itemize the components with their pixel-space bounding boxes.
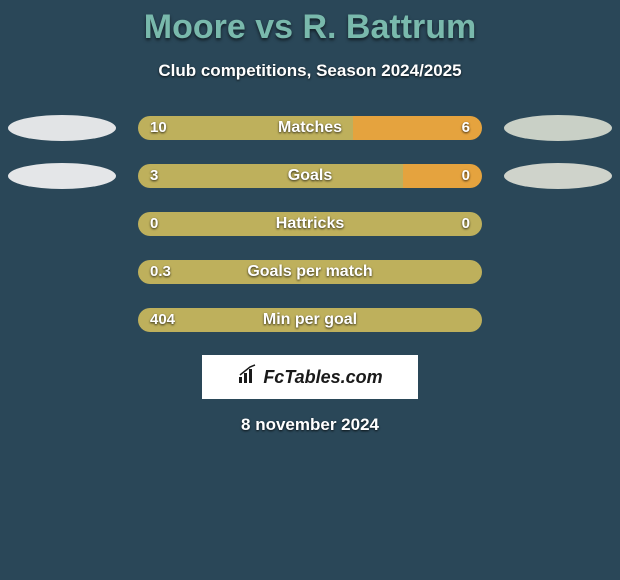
left-club-ellipse bbox=[8, 115, 116, 141]
stat-row: 404 Min per goal bbox=[0, 307, 620, 333]
stat-label: Min per goal bbox=[263, 308, 357, 332]
bar-segment-left bbox=[138, 164, 403, 188]
comparison-container: Moore vs R. Battrum Club competitions, S… bbox=[0, 0, 620, 435]
stat-label: Goals bbox=[288, 164, 332, 188]
stat-bar: 10 6 Matches bbox=[138, 116, 482, 140]
stat-value-left: 0.3 bbox=[150, 260, 171, 284]
stats-list: 10 6 Matches 3 0 Goals 0 0 Hattricks 0.3 Goals per… bbox=[0, 115, 620, 333]
subtitle: Club competitions, Season 2024/2025 bbox=[0, 61, 620, 81]
stat-label: Goals per match bbox=[247, 260, 372, 284]
bar-segment-right bbox=[403, 164, 482, 188]
stat-bar: 3 0 Goals bbox=[138, 164, 482, 188]
logo-text: FcTables.com bbox=[263, 367, 382, 388]
stat-row: 0.3 Goals per match bbox=[0, 259, 620, 285]
stat-value-left: 404 bbox=[150, 308, 175, 332]
ellipse-placeholder bbox=[504, 259, 612, 285]
stat-value-right: 6 bbox=[462, 116, 470, 140]
stat-label: Hattricks bbox=[276, 212, 344, 236]
stat-value-left: 0 bbox=[150, 212, 158, 236]
ellipse-placeholder bbox=[8, 307, 116, 333]
stat-bar: 0 0 Hattricks bbox=[138, 212, 482, 236]
stat-row: 0 0 Hattricks bbox=[0, 211, 620, 237]
stat-value-left: 3 bbox=[150, 164, 158, 188]
ellipse-placeholder bbox=[8, 211, 116, 237]
stat-value-right: 0 bbox=[462, 164, 470, 188]
ellipse-placeholder bbox=[8, 259, 116, 285]
chart-icon bbox=[237, 364, 259, 391]
date-label: 8 november 2024 bbox=[0, 415, 620, 435]
stat-label: Matches bbox=[278, 116, 342, 140]
stat-row: 3 0 Goals bbox=[0, 163, 620, 189]
stat-bar: 0.3 Goals per match bbox=[138, 260, 482, 284]
stat-bar: 404 Min per goal bbox=[138, 308, 482, 332]
right-club-ellipse bbox=[504, 163, 612, 189]
stat-value-right: 0 bbox=[462, 212, 470, 236]
ellipse-placeholder bbox=[504, 307, 612, 333]
right-club-ellipse bbox=[504, 115, 612, 141]
ellipse-placeholder bbox=[504, 211, 612, 237]
stat-row: 10 6 Matches bbox=[0, 115, 620, 141]
logo-box[interactable]: FcTables.com bbox=[202, 355, 418, 399]
left-club-ellipse bbox=[8, 163, 116, 189]
page-title: Moore vs R. Battrum bbox=[0, 8, 620, 47]
stat-value-left: 10 bbox=[150, 116, 167, 140]
